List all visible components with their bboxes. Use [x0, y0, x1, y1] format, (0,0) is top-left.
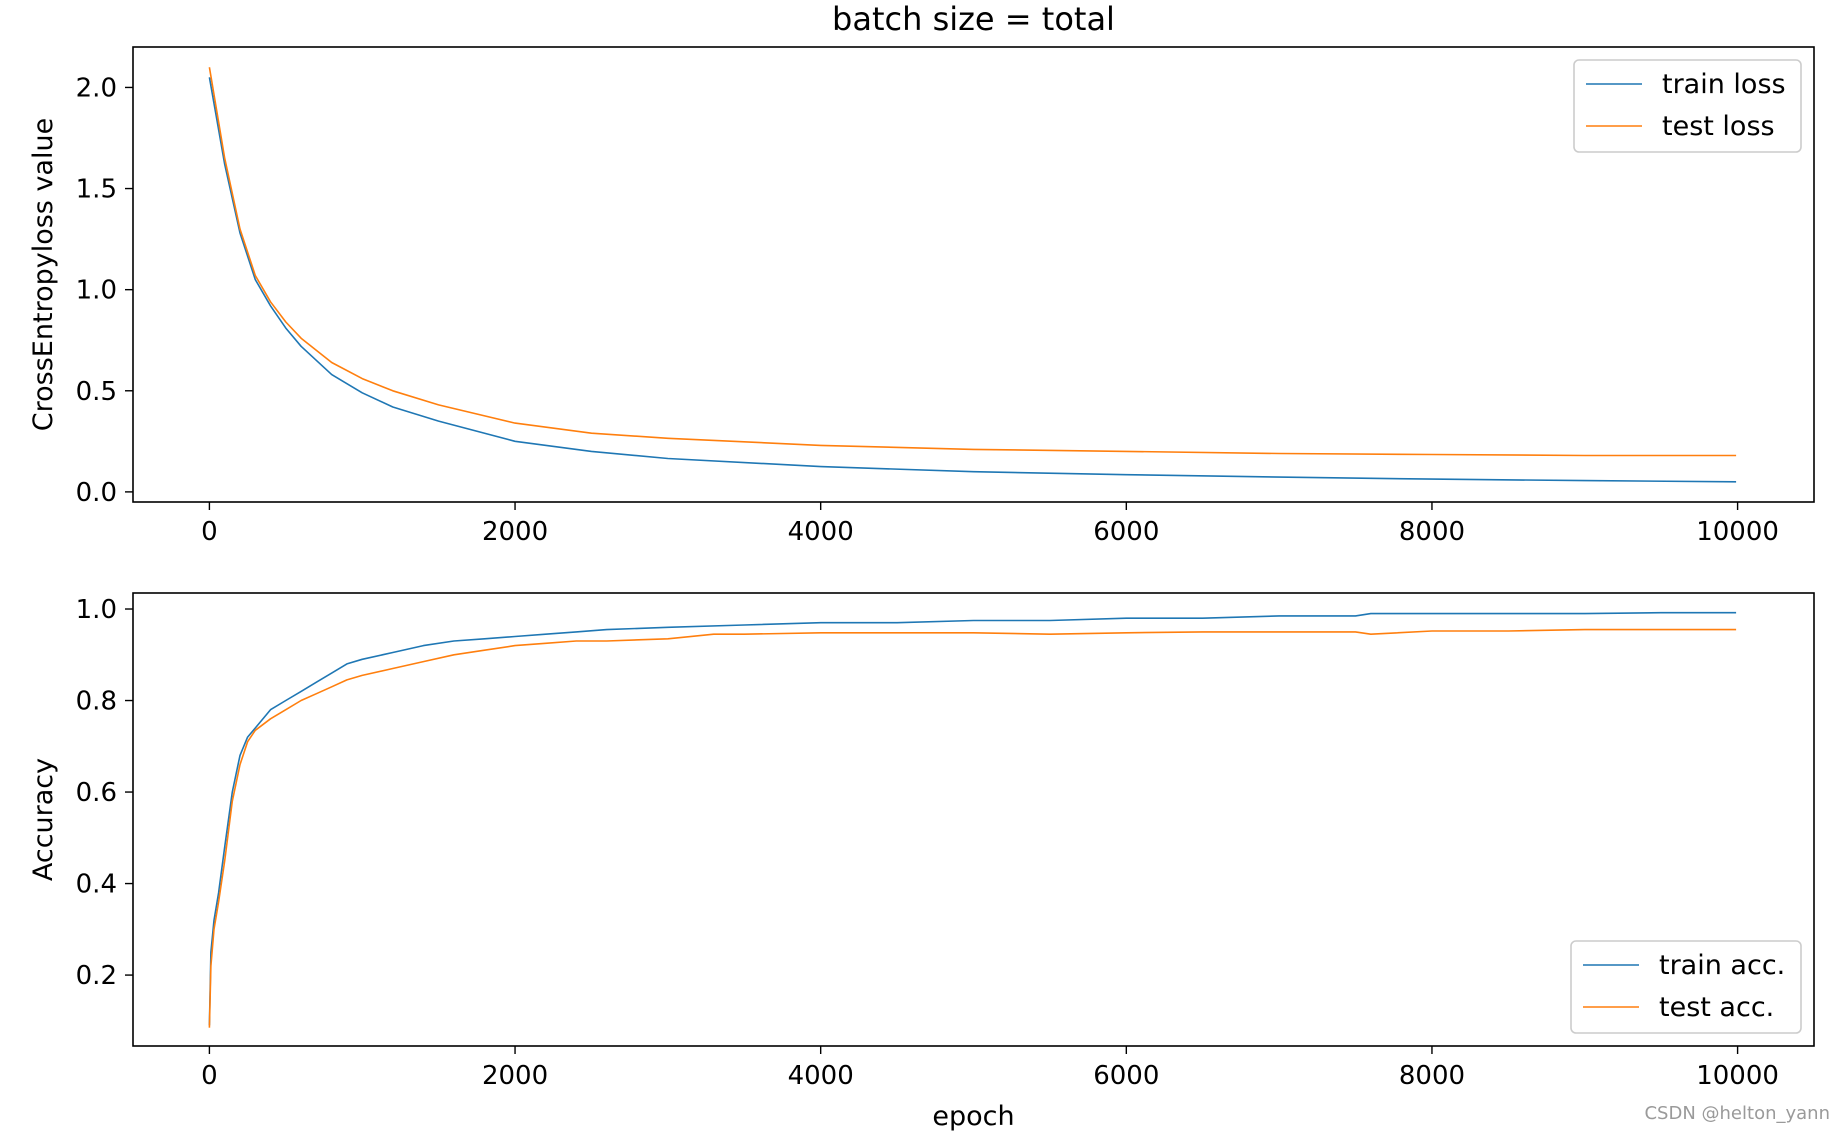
watermark: CSDN @helton_yann [1644, 1103, 1830, 1124]
x-axis-label: epoch [932, 1101, 1014, 1132]
y-tick-label: 2.0 [76, 73, 117, 103]
x-tick-label: 0 [201, 1061, 218, 1091]
legend-entry: test acc. [1659, 992, 1774, 1023]
y-tick-label: 0.4 [76, 870, 117, 900]
series-line-test-loss [208, 67, 1737, 457]
series-line-train-acc- [208, 611, 1737, 1026]
legend: train loss test loss [1573, 59, 1802, 153]
x-tick-label: 10000 [1696, 517, 1779, 547]
legend-entry: train acc. [1659, 950, 1785, 981]
x-tick-label: 8000 [1399, 517, 1465, 547]
y-tick-label: 0.8 [76, 687, 117, 717]
axes-frame [132, 592, 1815, 1047]
x-tick-label: 10000 [1696, 1061, 1779, 1091]
y-axis-label: CrossEntropyloss value [28, 118, 59, 431]
loss-subplot: 0 2000 4000 6000 8000 10000 0.0 0.5 1.0 1.5 2.0 Cro… [28, 46, 1815, 547]
legend-box [1573, 59, 1802, 153]
y-tick-label: 0.0 [76, 478, 117, 508]
legend-entry: train loss [1662, 69, 1786, 100]
x-tick-label: 2000 [482, 1061, 548, 1091]
x-tick-label: 0 [201, 517, 218, 547]
x-tick-label: 4000 [788, 517, 854, 547]
x-tick-label: 8000 [1399, 1061, 1465, 1091]
y-axis-label: Accuracy [28, 758, 59, 881]
y-tick-label: 1.0 [76, 276, 117, 306]
y-tick-label: 0.6 [76, 778, 117, 808]
accuracy-subplot: 0 2000 4000 6000 8000 10000 0.2 0.4 0.6 0.8 1.0 Acc… [28, 592, 1815, 1132]
legend-box [1570, 940, 1802, 1034]
x-tick-label: 6000 [1093, 517, 1159, 547]
x-tick-label: 2000 [482, 517, 548, 547]
legend-entry: test loss [1662, 111, 1775, 142]
axes-frame [132, 46, 1815, 503]
y-tick-label: 0.5 [76, 377, 117, 407]
series-line-test-acc- [208, 628, 1737, 1028]
y-tick-label: 1.5 [76, 175, 117, 205]
x-tick-label: 4000 [788, 1061, 854, 1091]
figure-title: batch size = total [832, 0, 1115, 38]
series-line-train-loss [208, 77, 1737, 483]
y-tick-label: 1.0 [76, 595, 117, 625]
y-tick-label: 0.2 [76, 961, 117, 991]
x-tick-label: 6000 [1093, 1061, 1159, 1091]
legend: train acc. test acc. [1570, 940, 1802, 1034]
